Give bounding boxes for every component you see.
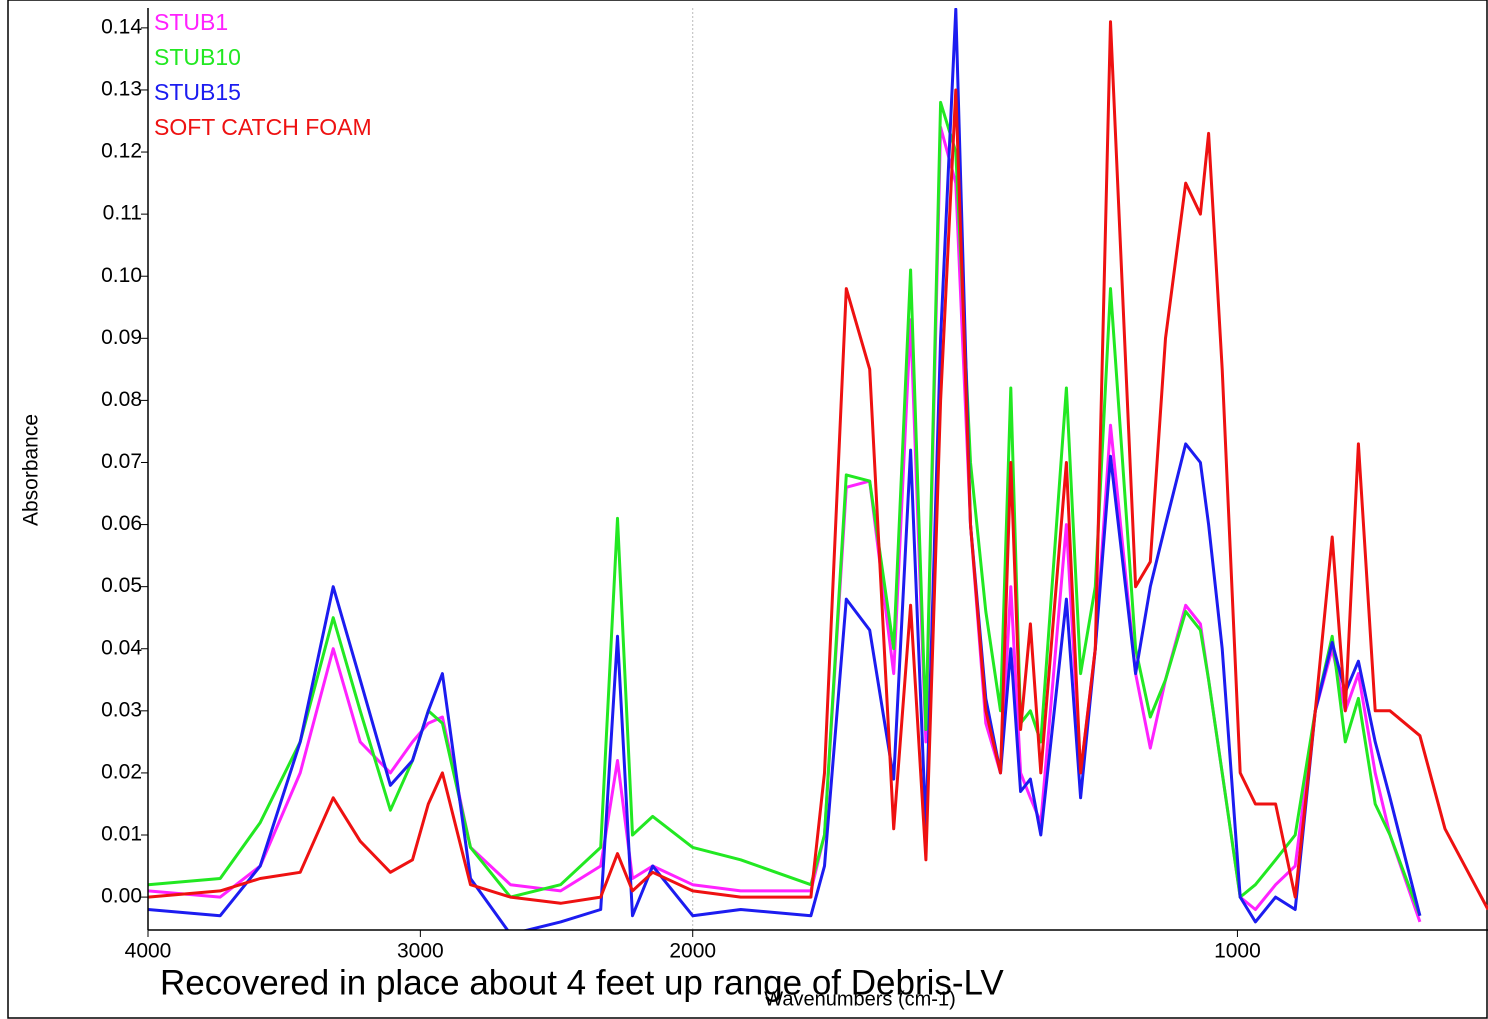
y-tick-label: 0.12 [101, 140, 142, 163]
y-tick-label: 0.10 [101, 264, 142, 287]
spectrum-line [148, 100, 1422, 917]
overlay: STUB1 STUB10 STUB15 SOFT CATCH FOAM Recovere… [154, 9, 1004, 1002]
y-tick-label: 0.11 [103, 202, 142, 225]
x-tick-label: 4000 [125, 940, 172, 963]
x-tick-label: 2000 [669, 940, 716, 963]
y-tick-label: 0.06 [101, 512, 142, 535]
frame [7, 0, 1488, 1019]
y-tick-label: 0.03 [101, 698, 142, 721]
y-tick-label: 0.09 [101, 326, 142, 349]
y-tick-label: 0.01 [101, 823, 142, 846]
y-tick-label: 0.05 [101, 574, 142, 597]
y-tick-label: 0.14 [101, 15, 142, 38]
legend-entry: STUB1 [154, 9, 228, 35]
y-tick-label: 0.08 [101, 388, 142, 411]
y-axis-label: Absorbance [20, 414, 43, 526]
annotation: Recovered in place about 4 feet up range… [160, 963, 1004, 1002]
spectrum-line [148, 20, 1488, 911]
y-tick-label: 0.04 [101, 636, 142, 659]
y-tick-label: 0.02 [101, 760, 142, 783]
spectrum-line [148, 8, 1422, 930]
x-axis-label: Wavenumbers (cm-1) [764, 988, 956, 1010]
legend-entry: SOFT CATCH FOAM [154, 114, 372, 140]
y-tick-label: 0.07 [101, 450, 142, 473]
legend-entry: STUB15 [154, 79, 241, 105]
y-tick-label: 0.00 [101, 885, 142, 908]
plot-area [148, 8, 1488, 930]
y-tick-label: 0.13 [101, 78, 142, 101]
legend-entry: STUB10 [154, 44, 241, 70]
x-tick-label: 3000 [397, 940, 444, 963]
x-tick-label: 1000 [1214, 940, 1261, 963]
